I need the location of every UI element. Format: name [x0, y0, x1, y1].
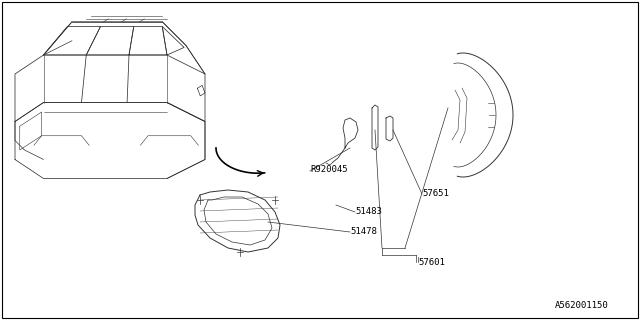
Text: A562001150: A562001150: [555, 301, 609, 310]
Text: 51478: 51478: [350, 227, 377, 236]
Text: 57601: 57601: [418, 258, 445, 267]
Text: R920045: R920045: [310, 165, 348, 174]
Text: 51483: 51483: [355, 207, 382, 216]
Text: 57651: 57651: [422, 189, 449, 198]
